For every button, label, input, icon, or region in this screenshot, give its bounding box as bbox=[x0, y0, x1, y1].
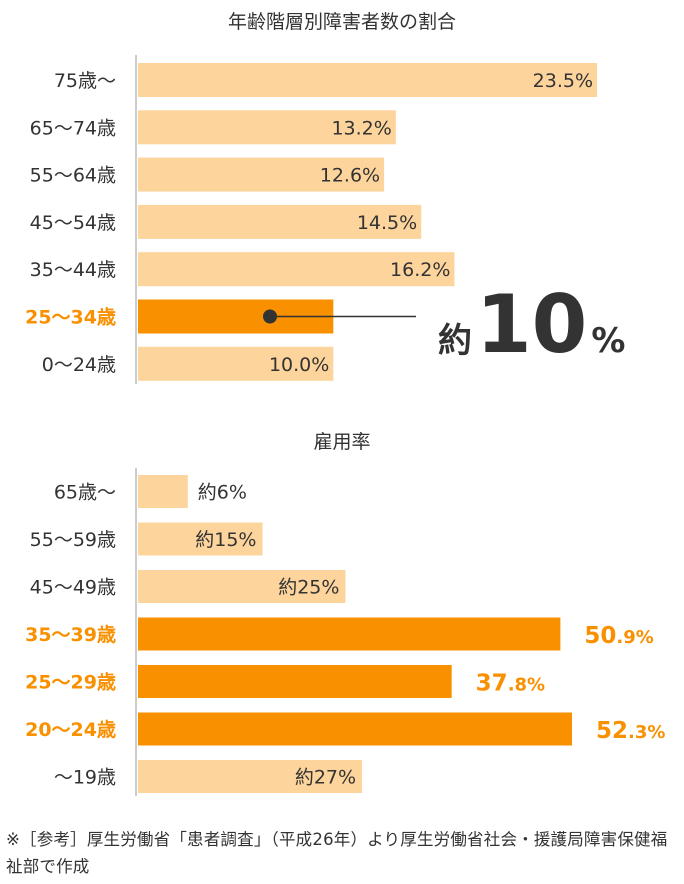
category-label: 55〜64歳 bbox=[30, 165, 116, 187]
bar bbox=[138, 252, 455, 287]
category-label: 35〜39歳 bbox=[25, 624, 116, 646]
value-label-main: 50 bbox=[584, 623, 616, 649]
value-label: 約15% bbox=[195, 529, 256, 551]
chart-title: 年齢階層別障害者数の割合 bbox=[228, 11, 456, 33]
category-label: 65〜74歳 bbox=[30, 117, 116, 139]
value-label: 約27% bbox=[295, 767, 356, 789]
callout-unit: % bbox=[591, 321, 625, 361]
category-label: 45〜54歳 bbox=[30, 212, 116, 234]
value-label-decimal: .8% bbox=[508, 675, 545, 696]
bar bbox=[138, 346, 334, 381]
value-label: 16.2% bbox=[390, 259, 450, 281]
category-label: 25〜29歳 bbox=[25, 672, 116, 694]
callout-text: 約10% bbox=[438, 278, 625, 371]
value-label-decimal: .9% bbox=[616, 627, 653, 648]
value-label: 14.5% bbox=[357, 212, 417, 234]
callout-dot bbox=[263, 309, 277, 324]
category-label: 〜19歳 bbox=[54, 767, 116, 789]
category-label: 55〜59歳 bbox=[30, 529, 116, 551]
bar bbox=[138, 712, 572, 746]
value-label: 52.3% bbox=[596, 718, 665, 744]
callout-prefix: 約 bbox=[438, 321, 472, 361]
value-label-main: 52 bbox=[596, 718, 628, 744]
bar bbox=[138, 522, 263, 556]
value-label-decimal: .3% bbox=[628, 722, 665, 743]
bar bbox=[138, 475, 188, 508]
chart-title: 雇用率 bbox=[313, 431, 370, 453]
footnote: ※［参考］厚生労働省「患者調査」（平成26年）より厚生労働省社会・援護局障害保健… bbox=[6, 830, 668, 876]
category-label: 75歳〜 bbox=[54, 70, 116, 92]
bar bbox=[138, 110, 396, 145]
category-label: 20〜24歳 bbox=[25, 719, 116, 741]
value-label: 23.5% bbox=[533, 70, 593, 92]
bar bbox=[138, 570, 346, 603]
bar bbox=[138, 760, 363, 793]
category-label: 45〜49歳 bbox=[30, 577, 116, 599]
bar bbox=[138, 617, 561, 651]
value-label: 50.9% bbox=[584, 623, 653, 649]
value-label: 約25% bbox=[278, 577, 339, 599]
bar bbox=[138, 665, 452, 698]
category-label: 65歳〜 bbox=[54, 482, 116, 504]
value-label: 10.0% bbox=[269, 354, 329, 376]
category-label: 35〜44歳 bbox=[30, 259, 116, 281]
bar bbox=[138, 204, 422, 239]
category-label: 0〜24歳 bbox=[42, 354, 116, 376]
bar bbox=[138, 63, 597, 97]
category-label: 25〜34歳 bbox=[25, 307, 116, 329]
callout-number: 10 bbox=[476, 278, 587, 371]
value-label-main: 37 bbox=[476, 671, 508, 697]
value-label: 13.2% bbox=[331, 117, 391, 139]
bar bbox=[138, 157, 385, 192]
value-label: 37.8% bbox=[476, 671, 545, 697]
value-label: 12.6% bbox=[320, 165, 380, 187]
value-label: 約6% bbox=[198, 482, 247, 504]
